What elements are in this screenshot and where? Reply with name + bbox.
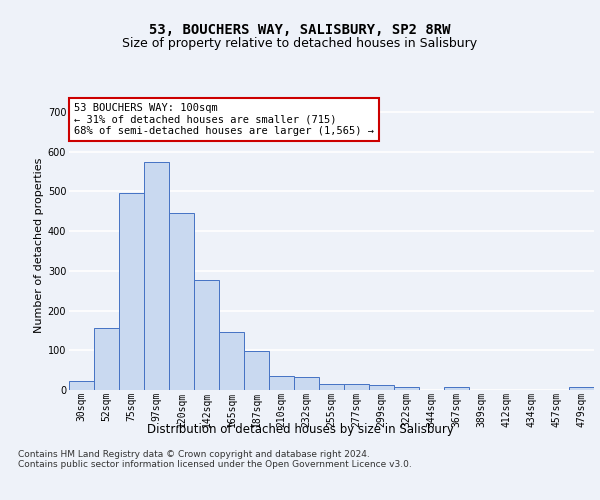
Bar <box>294 378 319 390</box>
Bar <box>569 387 594 390</box>
Bar <box>94 328 119 390</box>
Bar <box>444 387 469 390</box>
Bar <box>194 280 219 390</box>
Bar <box>394 387 419 390</box>
Bar <box>144 162 169 390</box>
Text: Distribution of detached houses by size in Salisbury: Distribution of detached houses by size … <box>146 422 454 436</box>
Bar <box>269 376 294 390</box>
Text: 53 BOUCHERS WAY: 100sqm
← 31% of detached houses are smaller (715)
68% of semi-d: 53 BOUCHERS WAY: 100sqm ← 31% of detache… <box>74 103 374 136</box>
Text: 53, BOUCHERS WAY, SALISBURY, SP2 8RW: 53, BOUCHERS WAY, SALISBURY, SP2 8RW <box>149 22 451 36</box>
Bar <box>69 382 94 390</box>
Text: Contains HM Land Registry data © Crown copyright and database right 2024.
Contai: Contains HM Land Registry data © Crown c… <box>18 450 412 469</box>
Bar <box>169 213 194 390</box>
Bar <box>319 384 344 390</box>
Bar <box>219 332 244 390</box>
Bar <box>369 385 394 390</box>
Text: Size of property relative to detached houses in Salisbury: Size of property relative to detached ho… <box>122 38 478 51</box>
Bar <box>244 351 269 390</box>
Bar <box>344 384 369 390</box>
Bar <box>119 192 144 390</box>
Y-axis label: Number of detached properties: Number of detached properties <box>34 158 44 332</box>
